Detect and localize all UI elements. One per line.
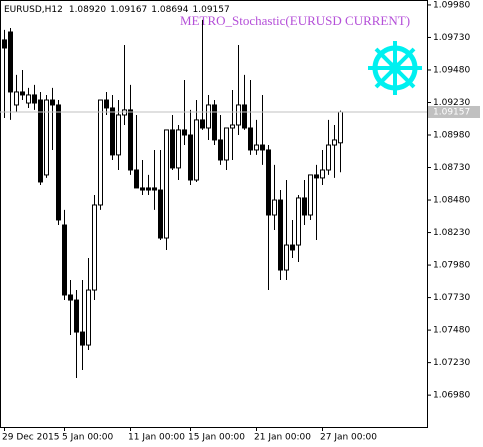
candle-body bbox=[74, 299, 79, 333]
candle-body bbox=[182, 129, 187, 136]
candle-body bbox=[158, 189, 163, 239]
y-tick-label: 1.08480 bbox=[433, 196, 470, 206]
candle-body bbox=[314, 174, 319, 179]
plot-frame bbox=[0, 0, 428, 428]
x-tick-label: 21 Jan 00:00 bbox=[254, 433, 311, 443]
candle-body bbox=[44, 99, 49, 176]
candle-body bbox=[86, 289, 91, 346]
header-open: 1.08920 bbox=[69, 5, 106, 15]
candle-body bbox=[20, 91, 25, 96]
candle-body bbox=[296, 197, 301, 246]
y-tick-label: 1.09480 bbox=[433, 65, 470, 75]
x-tick-label: 5 Jan 00:00 bbox=[62, 433, 114, 443]
candle-body bbox=[218, 139, 223, 161]
candle-body bbox=[302, 197, 307, 216]
candle-body bbox=[8, 31, 13, 93]
candle-body bbox=[110, 107, 115, 156]
candle-body bbox=[38, 99, 43, 183]
candle-body bbox=[98, 99, 103, 206]
y-tick-label: 1.08980 bbox=[433, 131, 470, 141]
candle-body bbox=[128, 109, 133, 171]
x-tick-label: 15 Jan 00:00 bbox=[188, 433, 245, 443]
candle-body bbox=[236, 104, 241, 126]
y-tick-label: 1.09730 bbox=[433, 33, 470, 43]
y-tick-label: 1.07230 bbox=[433, 358, 470, 368]
y-tick-label: 1.08730 bbox=[433, 163, 470, 173]
y-tick-label: 1.06980 bbox=[433, 391, 470, 401]
wheel-icon bbox=[368, 41, 422, 95]
y-tick-label: 1.07480 bbox=[433, 326, 470, 336]
candle-body bbox=[104, 99, 109, 109]
candle-body bbox=[134, 169, 139, 189]
candle-body bbox=[176, 129, 181, 169]
candle-body bbox=[230, 124, 235, 129]
header-close: 1.09157 bbox=[193, 5, 230, 15]
price-label-box bbox=[428, 105, 480, 118]
indicator-label: METRO_Stochastic(EURUSD CURRENT) bbox=[180, 13, 410, 28]
y-tick-label: 1.08230 bbox=[433, 228, 470, 238]
candle-body bbox=[56, 104, 61, 221]
x-tick-label: 27 Jan 00:00 bbox=[320, 433, 377, 443]
candle-body bbox=[152, 187, 157, 191]
candle-body bbox=[272, 199, 277, 216]
candle-body bbox=[26, 94, 31, 104]
candle-body bbox=[248, 127, 253, 151]
candle-body bbox=[68, 294, 73, 301]
candle-body bbox=[80, 331, 85, 346]
candle-body bbox=[164, 129, 169, 239]
candle-body bbox=[32, 94, 37, 104]
candle-body bbox=[170, 129, 175, 169]
header-low: 1.08694 bbox=[151, 5, 188, 15]
candle-body bbox=[140, 187, 145, 191]
candle-body bbox=[338, 111, 343, 144]
candle-body bbox=[92, 204, 97, 291]
chart-header: EURUSD,H12 1.08920 1.09167 1.08694 1.09157 bbox=[4, 5, 230, 15]
candle-body bbox=[284, 244, 289, 271]
candle-body bbox=[206, 104, 211, 129]
candle-body bbox=[62, 224, 67, 296]
candle-body bbox=[188, 134, 193, 181]
x-tick-label: 29 Dec 2015 bbox=[2, 433, 60, 443]
candle-body bbox=[326, 144, 331, 171]
candle-body bbox=[332, 139, 337, 146]
candle-body bbox=[320, 169, 325, 179]
header-high: 1.09167 bbox=[110, 5, 147, 15]
candle-body bbox=[260, 144, 265, 151]
candle-body bbox=[224, 127, 229, 161]
candle-body bbox=[200, 119, 205, 129]
candle-body bbox=[194, 119, 199, 181]
candle-body bbox=[14, 91, 19, 106]
candle-body bbox=[212, 104, 217, 141]
candle-body bbox=[2, 39, 7, 49]
price-label: 1.09157 bbox=[433, 107, 470, 117]
x-tick-label: 11 Jan 00:00 bbox=[128, 433, 185, 443]
y-tick-label: 1.09980 bbox=[433, 0, 470, 10]
y-tick-label: 1.09230 bbox=[433, 98, 470, 108]
candle-body bbox=[242, 104, 247, 129]
y-tick-label: 1.07730 bbox=[433, 293, 470, 303]
y-tick-label: 1.07980 bbox=[433, 261, 470, 271]
candle-body bbox=[254, 144, 259, 151]
symbol: EURUSD,H12 bbox=[4, 5, 63, 15]
candle-body bbox=[278, 199, 283, 271]
candle-body bbox=[308, 174, 313, 216]
candle-body bbox=[116, 114, 121, 156]
candle-body bbox=[50, 99, 55, 106]
candle-body bbox=[146, 187, 151, 191]
candle-body bbox=[290, 244, 295, 251]
candle-body bbox=[266, 149, 271, 216]
